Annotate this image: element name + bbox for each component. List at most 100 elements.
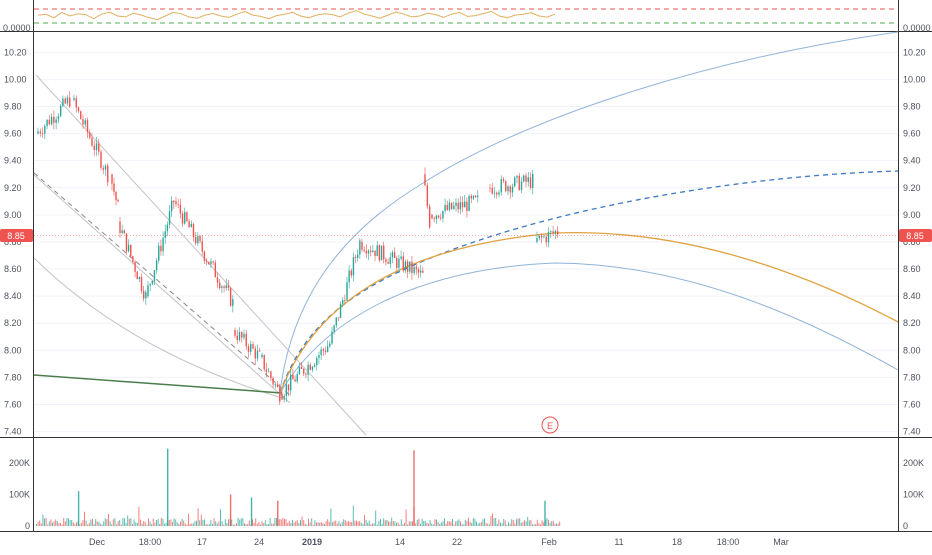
candle-body-116	[296, 374, 298, 382]
volume-bar-138	[256, 523, 258, 526]
volume-bar-90	[180, 521, 181, 526]
candle-body-98	[256, 350, 259, 359]
candle-body-33	[115, 191, 117, 201]
volume-bar-212	[375, 510, 377, 526]
volume-bar-40	[100, 523, 101, 526]
trend-curve-gray[interactable]	[33, 257, 283, 399]
volume-bar-4	[42, 514, 44, 526]
candle-body-214	[520, 181, 523, 191]
volume-bar-145	[268, 524, 269, 526]
volume-bar-317	[543, 522, 545, 526]
volume-bar-100	[196, 520, 197, 526]
volume-bar-72	[151, 524, 153, 526]
fib-arc-orange[interactable]	[279, 231, 899, 394]
price-badge-left: 8.85	[0, 229, 33, 242]
volume-bar-182	[327, 519, 329, 526]
time-label-6: 22	[452, 537, 462, 547]
volume-bar-47	[111, 524, 113, 526]
candle-body-141	[350, 270, 352, 276]
trendline-gray-1[interactable]	[35, 74, 367, 436]
volume-bar-14	[58, 523, 60, 526]
oscillator-line	[37, 10, 556, 21]
volume-bar-310	[532, 524, 533, 526]
volume-bar-170	[308, 518, 309, 526]
volume-bar-28	[80, 523, 82, 526]
volume-bar-49	[114, 518, 116, 526]
candle-body-119	[303, 368, 305, 374]
earnings-marker[interactable]: E	[541, 416, 559, 434]
candle-body-127	[320, 349, 322, 356]
volume-bar-97	[191, 523, 193, 526]
price-tick-left-3: 9.60	[4, 129, 22, 139]
volume-bar-198	[352, 505, 354, 526]
price-tick-left-12: 7.80	[4, 372, 22, 382]
volume-bar-35	[92, 518, 93, 526]
candle-body-113	[289, 374, 292, 391]
candle-body-108	[279, 386, 281, 402]
candle-body-15	[73, 98, 75, 100]
candle-body-166	[404, 261, 407, 271]
candle-body-1	[39, 131, 41, 134]
candle-body-207	[505, 181, 507, 192]
volume-bar-240	[420, 523, 421, 526]
volume-bar-186	[333, 521, 335, 526]
candle-body-30	[107, 165, 109, 183]
price-axis-left[interactable]: 10.2010.009.809.609.409.209.008.808.608.…	[4, 47, 27, 436]
candle-body-203	[496, 192, 498, 195]
volume-bar-166	[301, 516, 303, 526]
volume-bar-244	[426, 522, 428, 526]
price-axis-right[interactable]: 10.2010.009.809.609.409.209.008.808.608.…	[903, 47, 926, 436]
volume-bar-70	[148, 518, 149, 526]
volume-bar-38	[96, 521, 98, 526]
volume-bar-147	[271, 523, 273, 526]
candle-body-9	[57, 116, 60, 120]
volume-spike-6	[544, 500, 546, 526]
fib-arc-middle-dashed[interactable]	[279, 170, 899, 394]
candle-body-111	[285, 384, 288, 396]
volume-bar-81	[165, 522, 167, 526]
volume-bar-150	[276, 517, 277, 526]
volume-bar-306	[525, 521, 527, 526]
volume-bar-312	[535, 523, 537, 526]
volume-bar-43	[104, 518, 106, 526]
volume-bar-259	[450, 521, 452, 526]
candle-body-53	[158, 245, 160, 261]
candle-body-32	[113, 183, 115, 192]
candle-body-12	[64, 98, 66, 104]
candle-body-217	[527, 177, 529, 182]
candle-body-64	[181, 213, 184, 224]
volume-bar-223	[392, 521, 394, 526]
candle-body-171	[415, 266, 418, 269]
volume-bar-172	[311, 518, 313, 526]
trendline-green[interactable]	[33, 374, 283, 394]
candle-body-186	[448, 202, 451, 210]
candle-body-144	[357, 254, 359, 258]
drawing-tools[interactable]	[33, 31, 899, 436]
candle-body-99	[259, 350, 261, 352]
candle-body-208	[507, 186, 509, 192]
candle-body-224	[545, 236, 547, 243]
volume-bar-122	[231, 519, 233, 526]
volume-bar-29	[82, 520, 84, 526]
volume-bar-152	[279, 519, 281, 526]
trendline-dashed[interactable]	[33, 172, 293, 398]
volume-bar-253	[440, 522, 442, 526]
fib-arc-outer[interactable]	[279, 31, 899, 394]
volume-bar-301	[517, 518, 519, 526]
trendline-gray-2[interactable]	[33, 174, 291, 404]
volume-bar-58	[128, 518, 130, 526]
volume-bar-64	[138, 506, 140, 526]
fib-arc-inner[interactable]	[279, 262, 899, 394]
volume-bar-129	[242, 518, 244, 526]
volume-bar-230	[404, 522, 405, 526]
volume-bar-314	[538, 523, 540, 526]
volume-bar-278	[480, 522, 482, 526]
candle-body-156	[383, 245, 385, 260]
volume-bar-98	[192, 523, 194, 526]
time-axis[interactable]: Dec 18:00 17 24 2019 14 22 Feb 11 18 18:00 Mar	[89, 537, 789, 547]
candle-body-196	[470, 195, 472, 199]
candle-body-83	[223, 286, 225, 288]
volume-bar-87	[175, 519, 177, 526]
candle-body-45	[140, 276, 143, 292]
volume-bar-297	[511, 519, 513, 526]
